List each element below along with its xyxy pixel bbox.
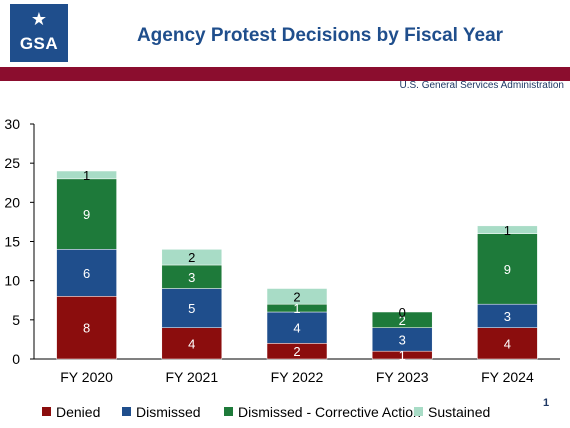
legend-label: Dismissed - Corrective Action	[238, 404, 421, 420]
star-icon: ★	[30, 9, 48, 29]
legend-label: Sustained	[428, 404, 491, 420]
data-label: 2	[399, 313, 406, 328]
legend-label: Denied	[56, 404, 101, 420]
legend-item: Sustained	[414, 404, 490, 420]
page-title: Agency Protest Decisions by Fiscal Year	[136, 25, 504, 46]
bar-segment	[161, 327, 223, 360]
data-label: 2	[188, 250, 195, 265]
bar-segment	[371, 311, 433, 328]
y-tick-label: 30	[4, 116, 20, 132]
agency-name: U.S. General Services Administration	[399, 80, 564, 91]
data-label: 8	[83, 321, 90, 336]
data-label: 1	[399, 348, 406, 363]
data-label: 9	[504, 262, 511, 277]
y-tick-label: 10	[4, 273, 20, 289]
legend-swatch	[42, 407, 51, 416]
data-label: 1	[504, 223, 511, 238]
bar-segment	[477, 327, 538, 360]
legend-item: Denied	[42, 404, 100, 420]
data-label: 0	[399, 305, 406, 320]
gsa-logo: ★ GSA	[10, 4, 68, 62]
legend-label: Dismissed	[136, 404, 201, 420]
y-tick-label: 20	[4, 194, 20, 210]
bar-segment	[56, 249, 117, 297]
header-band	[0, 67, 570, 81]
data-label: 4	[504, 336, 511, 351]
page-number: 1	[543, 397, 550, 409]
bar-segment	[56, 170, 117, 180]
data-label: 5	[188, 301, 195, 316]
data-label: 6	[83, 266, 90, 281]
bar-segment	[477, 225, 538, 234]
x-tick-label: FY 2021	[165, 369, 218, 385]
y-tick-label: 5	[12, 312, 20, 328]
y-tick-label: 15	[4, 234, 20, 250]
bar-segment	[266, 311, 328, 344]
x-tick-label: FY 2022	[271, 369, 324, 385]
data-label: 2	[293, 289, 300, 304]
bar-segment	[56, 178, 117, 250]
logo-text: GSA	[19, 34, 59, 53]
legend-item: Dismissed - Corrective Action	[224, 404, 421, 420]
data-label: 9	[83, 207, 90, 222]
x-tick-label: FY 2023	[376, 369, 429, 385]
data-label: 3	[504, 309, 511, 324]
legend-item: Dismissed	[122, 404, 201, 420]
data-label: 3	[399, 332, 406, 347]
bar-segment	[161, 288, 223, 328]
bar-segment	[161, 249, 223, 266]
data-label: 1	[293, 301, 300, 316]
data-label: 4	[293, 321, 300, 336]
legend-swatch	[122, 407, 131, 416]
bar-segment	[56, 296, 117, 360]
chart-legend: Denied Dismissed Dismissed - Corrective Ac…	[42, 404, 562, 420]
x-tick-label: FY 2024	[481, 369, 534, 385]
data-label: 3	[188, 270, 195, 285]
data-label: 4	[188, 336, 195, 351]
bar-segment	[266, 288, 328, 305]
data-label: 1	[83, 168, 90, 183]
y-tick-label: 0	[12, 351, 20, 367]
legend-swatch	[224, 407, 233, 416]
legend-swatch	[414, 407, 423, 416]
data-label: 2	[293, 344, 300, 359]
y-tick-label: 25	[4, 155, 20, 171]
x-tick-label: FY 2020	[60, 369, 113, 385]
